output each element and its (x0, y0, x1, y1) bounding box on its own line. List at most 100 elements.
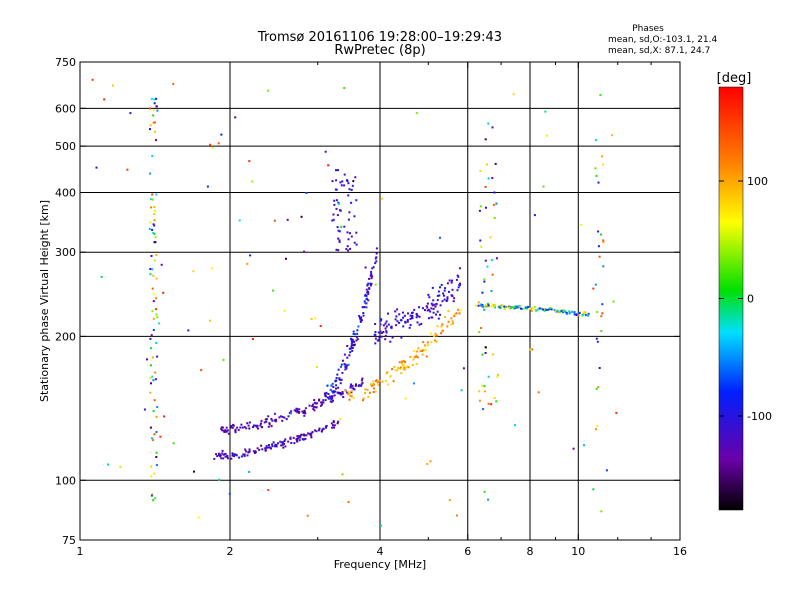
scatter-point (333, 199, 336, 202)
scatter-point (350, 201, 353, 204)
scatter-point (479, 239, 482, 242)
trace-point (213, 457, 216, 460)
trace-point (240, 423, 243, 426)
trace-point (385, 325, 388, 328)
trace-point (402, 325, 405, 328)
trace-point (348, 347, 351, 350)
trace-point (275, 418, 277, 421)
trace-point (252, 450, 255, 453)
trace-point (220, 427, 223, 430)
scatter-point (346, 179, 348, 182)
scatter-point (483, 308, 486, 311)
trace-point (458, 267, 461, 270)
trace-point (381, 380, 384, 383)
trace-point (415, 363, 418, 366)
trace-point (278, 416, 281, 419)
trace-point (429, 332, 432, 335)
trace-point (273, 412, 276, 415)
trace-point (456, 274, 459, 277)
y-tick-label: 300 (55, 246, 76, 259)
scatter-point (537, 391, 540, 394)
trace-point (452, 322, 454, 325)
trace-point (339, 382, 342, 385)
scatter-point (364, 266, 367, 269)
trace-point (236, 426, 239, 429)
trace-point (389, 340, 392, 343)
trace-point (239, 426, 242, 429)
trace-point (415, 354, 418, 357)
trace-point (398, 321, 401, 324)
trace-point (415, 313, 418, 316)
scatter-point (341, 473, 344, 476)
scatter-point (602, 239, 605, 242)
scatter-point (155, 464, 158, 467)
scatter-point (595, 428, 597, 431)
trace-point (296, 435, 299, 438)
trace-point (330, 384, 333, 387)
trace-point (350, 395, 353, 398)
scatter-point (335, 248, 338, 251)
scatter-point (491, 273, 494, 276)
trace-point (474, 304, 477, 307)
trace-point (379, 330, 382, 333)
trace-point (367, 282, 370, 285)
scatter-point (156, 109, 159, 112)
trace-point (341, 359, 344, 362)
trace-point (340, 365, 342, 368)
trace-point (485, 304, 488, 307)
scatter-point (481, 353, 484, 356)
trace-point (432, 307, 435, 310)
x-tick-label: 10 (571, 545, 585, 558)
scatter-point (149, 273, 152, 276)
trace-point (360, 379, 363, 382)
trace-point (511, 306, 514, 309)
scatter-point (610, 134, 613, 137)
scatter-point (305, 192, 308, 194)
trace-point (221, 429, 224, 432)
scatter-point (600, 233, 603, 236)
axis-ticks (79, 61, 681, 541)
scatter-point (491, 177, 494, 179)
trace-point (407, 312, 409, 315)
scatter-point (333, 203, 336, 206)
scatter-point (129, 112, 132, 115)
scatter-point (160, 263, 163, 266)
scatter-point (380, 524, 382, 527)
scatter-point (602, 163, 605, 166)
data-points (91, 78, 618, 527)
trace-point (252, 426, 255, 428)
scatter-point (596, 424, 599, 427)
scatter-point (596, 340, 599, 343)
trace-point (586, 314, 589, 317)
trace-point (437, 317, 440, 320)
trace-point (237, 429, 240, 432)
trace-point (270, 425, 273, 428)
trace-point (341, 371, 344, 374)
scatter-point (478, 209, 481, 212)
scatter-point (347, 501, 350, 503)
trace-point (434, 332, 437, 335)
scatter-point (348, 211, 351, 214)
trace-point (359, 320, 362, 323)
trace-point (324, 425, 327, 428)
x-tick-label: 4 (377, 545, 384, 558)
scatter-point (426, 463, 429, 465)
scatter-point (598, 367, 601, 369)
trace-point (373, 387, 375, 390)
trace-point (332, 386, 335, 388)
trace-point (331, 390, 334, 393)
trace-point (335, 377, 338, 379)
scatter-point (336, 226, 339, 229)
scatter-point (210, 267, 213, 270)
trace-point (538, 307, 541, 310)
trace-point (554, 309, 557, 312)
trace-point (446, 297, 449, 300)
scatter-point (483, 280, 486, 283)
trace-point (432, 303, 435, 306)
scatter-point (150, 334, 153, 337)
trace-point (380, 335, 383, 338)
trace-point (345, 365, 348, 368)
trace-point (280, 441, 283, 444)
trace-point (566, 313, 569, 315)
trace-point (457, 308, 459, 311)
